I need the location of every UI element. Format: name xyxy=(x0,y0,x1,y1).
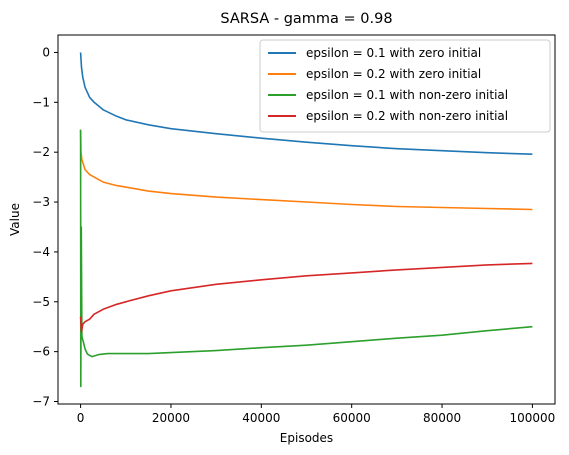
legend-box xyxy=(259,39,551,133)
chart-title: SARSA - gamma = 0.98 xyxy=(220,11,392,27)
series-layer xyxy=(79,52,533,388)
y-tick-label: −3 xyxy=(32,195,50,209)
y-tick-label: −4 xyxy=(32,245,50,259)
legend-entry: epsilon = 0.1 with non-zero initial xyxy=(306,88,508,102)
series-line-2 xyxy=(79,129,533,211)
x-tick-label: 100000 xyxy=(510,411,556,425)
y-tick-label: −2 xyxy=(32,145,50,159)
y-axis-label: Value xyxy=(8,203,22,236)
y-axis: 0 −1 −2 −3 −4 −5 −6 −7 xyxy=(32,45,58,409)
legend-entry: epsilon = 0.1 with zero initial xyxy=(306,46,481,60)
legend-entry: epsilon = 0.2 with non-zero initial xyxy=(306,109,508,123)
x-tick-label: 60000 xyxy=(333,411,371,425)
y-tick-label: −6 xyxy=(32,345,50,359)
series-line-3 xyxy=(79,129,533,388)
series-line-1 xyxy=(79,52,533,155)
y-tick-label: 0 xyxy=(42,45,50,59)
legend-entry: epsilon = 0.2 with zero initial xyxy=(306,67,481,81)
x-axis: 0 20000 40000 60000 80000 100000 xyxy=(77,404,556,425)
x-tick-label: 40000 xyxy=(242,411,280,425)
y-tick-label: −7 xyxy=(32,395,50,409)
x-tick-label: 20000 xyxy=(152,411,190,425)
plot-frame xyxy=(57,34,556,405)
x-tick-label: 80000 xyxy=(423,411,461,425)
y-tick-label: −1 xyxy=(32,95,50,109)
legend: epsilon = 0.1 with zero initial epsilon =… xyxy=(259,39,551,133)
series-line-4 xyxy=(79,262,533,333)
y-tick-label: −5 xyxy=(32,295,50,309)
x-tick-label: 0 xyxy=(77,411,85,425)
x-axis-label: Episodes xyxy=(280,431,333,445)
